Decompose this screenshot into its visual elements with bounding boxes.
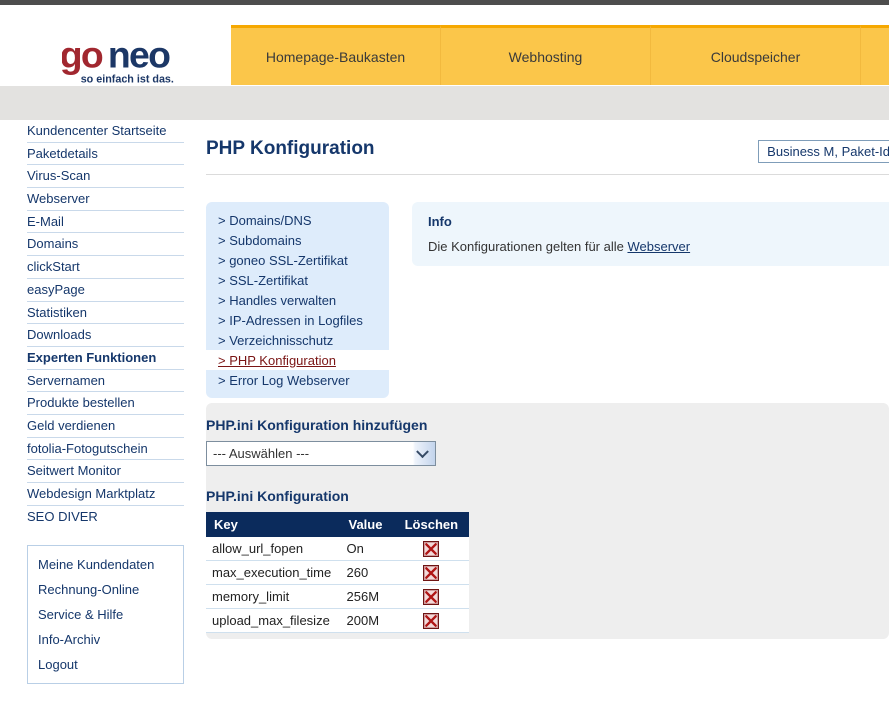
svg-text:so einfach ist das.: so einfach ist das. [81,74,174,86]
svg-text:neo: neo [108,33,170,75]
svg-text:go: go [62,33,103,75]
